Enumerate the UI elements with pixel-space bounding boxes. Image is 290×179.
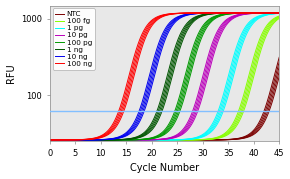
NTC [107,139,110,141]
Line: 10 pg: 10 pg [50,13,279,140]
10 pg [221,22,224,25]
Line: 100 pg: 100 pg [50,13,279,140]
100 pg [107,139,110,141]
1 ng [201,13,205,16]
NTC [278,56,281,59]
10 pg [183,126,187,128]
10 pg [48,139,52,141]
100 ng [278,12,281,14]
1 ng [221,12,224,14]
10 pg [107,139,110,141]
1 pg [201,133,205,135]
10 ng [183,13,187,16]
1 ng [107,139,110,141]
1 pg [152,139,155,141]
100 pg [152,136,155,138]
100 ng [48,139,52,141]
NTC [89,139,92,141]
100 fg [278,15,281,17]
10 pg [152,139,155,141]
100 fg [48,139,52,141]
X-axis label: Cycle Number: Cycle Number [130,163,199,173]
100 ng [152,18,155,20]
100 pg [221,13,224,15]
NTC [48,139,52,141]
1 pg [48,139,52,141]
10 ng [152,59,155,61]
100 ng [221,12,224,14]
100 ng [201,12,205,14]
1 ng [152,118,155,120]
10 ng [89,139,92,141]
10 pg [89,139,92,141]
1 ng [48,139,52,141]
100 fg [183,139,187,141]
10 pg [201,74,205,77]
1 pg [183,138,187,140]
Line: NTC: NTC [50,57,279,140]
10 ng [48,139,52,141]
10 ng [201,12,205,14]
NTC [221,139,224,141]
100 ng [89,138,92,140]
NTC [183,139,187,141]
100 pg [89,139,92,141]
100 fg [89,139,92,141]
100 fg [201,138,205,141]
100 pg [278,12,281,14]
100 fg [221,134,224,136]
Line: 10 ng: 10 ng [50,13,279,140]
1 ng [278,12,281,14]
1 pg [278,12,281,14]
100 pg [183,75,187,77]
1 ng [89,139,92,141]
NTC [152,139,155,141]
1 pg [89,139,92,141]
10 ng [107,138,110,140]
10 pg [278,12,281,14]
100 ng [183,12,187,14]
100 fg [107,139,110,141]
100 pg [201,25,205,27]
100 fg [152,139,155,141]
NTC [201,139,205,141]
1 ng [183,25,187,27]
100 pg [48,139,52,141]
Legend: NTC, 100 fg, 1 pg, 10 pg, 100 pg, 1 ng, 10 ng, 100 ng: NTC, 100 fg, 1 pg, 10 pg, 100 pg, 1 ng, … [53,8,95,69]
Line: 1 ng: 1 ng [50,13,279,140]
1 pg [107,139,110,141]
Line: 1 pg: 1 pg [50,13,279,140]
10 ng [221,12,224,14]
Line: 100 fg: 100 fg [50,16,279,140]
1 pg [221,96,224,99]
100 ng [107,129,110,131]
Y-axis label: RFU: RFU [6,64,16,83]
Line: 100 ng: 100 ng [50,13,279,140]
10 ng [278,12,281,14]
